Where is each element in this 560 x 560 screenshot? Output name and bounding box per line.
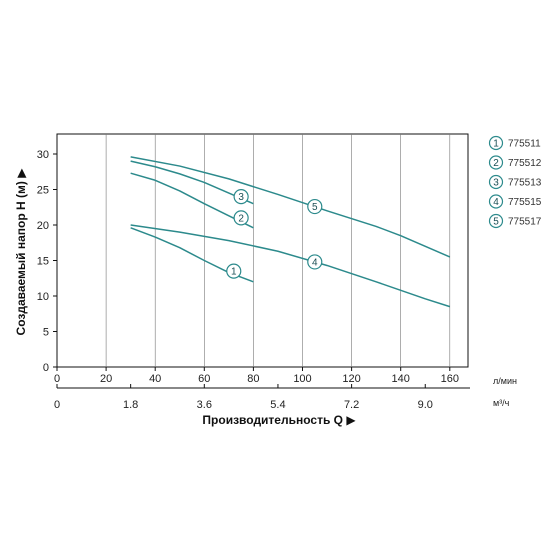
series-marker-label: 4	[312, 257, 318, 268]
series-marker-label: 3	[238, 192, 244, 203]
x2-tick-label: 9.0	[418, 399, 433, 411]
x-unit-secondary: м³/ч	[493, 398, 510, 408]
y-ticks: 0 5 10 15 20 25 30	[37, 149, 57, 374]
legend-marker	[488, 213, 504, 229]
x2-tick-label: 1.8	[123, 399, 138, 411]
legend-item-775517: 5 775517	[488, 213, 542, 229]
legend-label: 775512	[508, 158, 542, 169]
x-tick-label: 60	[198, 373, 210, 385]
grid	[105, 134, 451, 367]
y-tick-label: 0	[43, 362, 49, 374]
series-marker-3	[233, 189, 249, 205]
x2-tick-label: 7.2	[344, 399, 359, 411]
x-tick-label: 120	[342, 373, 360, 385]
series-marker-label: 5	[312, 202, 318, 213]
legend-label: 775515	[508, 197, 542, 208]
legend-marker-label: 5	[493, 217, 499, 228]
legend-label: 775517	[508, 217, 542, 228]
series-line-775513	[130, 160, 254, 205]
series-marker-4	[307, 254, 323, 270]
x2-tick-label: 0	[54, 399, 60, 411]
series-marker-1	[226, 263, 242, 279]
secondary-x-ticks: 0 1.8 3.6 5.4 7.2 9.0	[54, 384, 433, 411]
y-tick-label: 15	[37, 256, 49, 268]
x-ticks: 0 20 40 60 80 100 120 140 160	[54, 367, 459, 385]
x-axis-title: Производительность Q ▶	[202, 413, 356, 427]
legend-item-775512: 2 775512	[488, 155, 542, 170]
x-tick-label: 140	[392, 373, 410, 385]
legend-marker	[488, 135, 504, 151]
y-tick-label: 10	[37, 291, 49, 303]
series-lines	[130, 156, 451, 308]
series-line-775512	[130, 172, 254, 229]
legend-marker-label: 4	[493, 197, 499, 208]
y-tick-label: 5	[43, 327, 49, 339]
series-line-775515	[130, 224, 451, 308]
y-axis-title: Создаваемый напор H (м) ▶	[14, 168, 28, 336]
legend-marker-label: 3	[493, 178, 499, 189]
legend: 1 775511 2 775512 3 775513 4 775515 5 775517	[488, 135, 542, 229]
y-tick-label: 25	[37, 185, 49, 197]
series-markers: 1 2 3 4 5	[226, 189, 323, 279]
legend-item-775513: 3 775513	[488, 174, 542, 190]
x-tick-label: 100	[293, 373, 311, 385]
legend-item-775515: 4 775515	[488, 194, 542, 209]
x-unit-primary: л/мин	[493, 376, 517, 386]
x2-tick-label: 5.4	[270, 399, 285, 411]
legend-label: 775511	[508, 139, 541, 150]
x-tick-label: 160	[441, 373, 459, 385]
legend-marker	[488, 174, 504, 190]
series-marker-5	[307, 198, 323, 215]
legend-marker-label: 2	[493, 158, 499, 169]
series-marker-label: 1	[231, 267, 237, 278]
legend-label: 775513	[508, 178, 542, 189]
legend-marker-label: 1	[493, 139, 499, 150]
x-tick-label: 0	[54, 373, 60, 385]
x-tick-label: 20	[100, 373, 112, 385]
x2-tick-label: 3.6	[197, 399, 212, 411]
legend-item-775511: 1 775511	[488, 135, 541, 151]
x-tick-label: 40	[149, 373, 161, 385]
y-tick-label: 20	[37, 220, 49, 232]
y-tick-label: 30	[37, 149, 49, 161]
plot-area	[56, 133, 469, 368]
x-tick-label: 80	[247, 373, 259, 385]
series-marker-2	[233, 210, 249, 226]
legend-marker	[488, 194, 504, 209]
series-marker-label: 2	[238, 213, 244, 224]
legend-marker	[488, 155, 504, 170]
series-line-775517	[130, 156, 451, 258]
